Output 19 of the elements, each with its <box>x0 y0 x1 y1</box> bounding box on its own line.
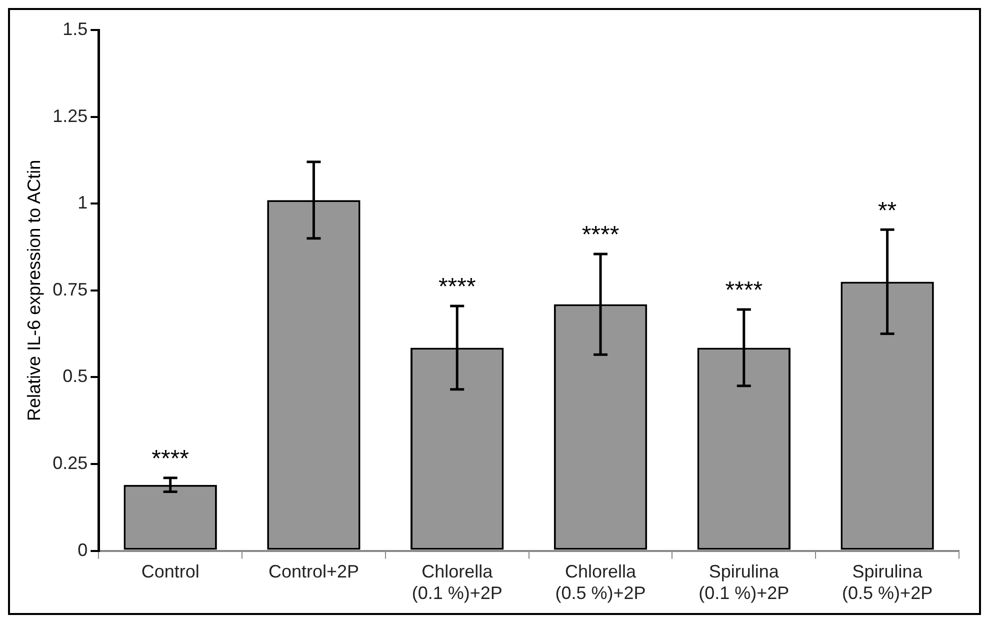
x-tick-label: Chlorella (0.1 %)+2P <box>412 562 502 604</box>
y-tick-label: 0.25 <box>52 452 88 473</box>
annotation: ** <box>878 197 897 224</box>
y-tick-label: 0.75 <box>52 279 88 300</box>
x-tick-label: Control+2P <box>268 562 360 582</box>
x-tick-label: Control <box>141 562 200 582</box>
y-tick-label: 0.5 <box>62 366 88 386</box>
x-tick-label: Chlorella (0.5 %)+2P <box>555 562 646 604</box>
y-tick-label: 1.25 <box>52 106 88 126</box>
x-tick-label: Spirulina (0.1 %)+2P <box>698 562 790 604</box>
annotation: **** <box>582 222 620 249</box>
y-axis-title: Relative IL-6 expression to ACtin <box>24 160 44 421</box>
x-tick-label: Spirulina (0.5 %)+2P <box>842 562 933 604</box>
y-tick-label: 1.5 <box>62 18 88 39</box>
y-tick-label: 1 <box>78 192 88 213</box>
y-tick-label: 0 <box>78 540 88 560</box>
annotation: **** <box>725 277 763 304</box>
annotation: **** <box>152 446 190 473</box>
annotation: **** <box>438 274 476 301</box>
